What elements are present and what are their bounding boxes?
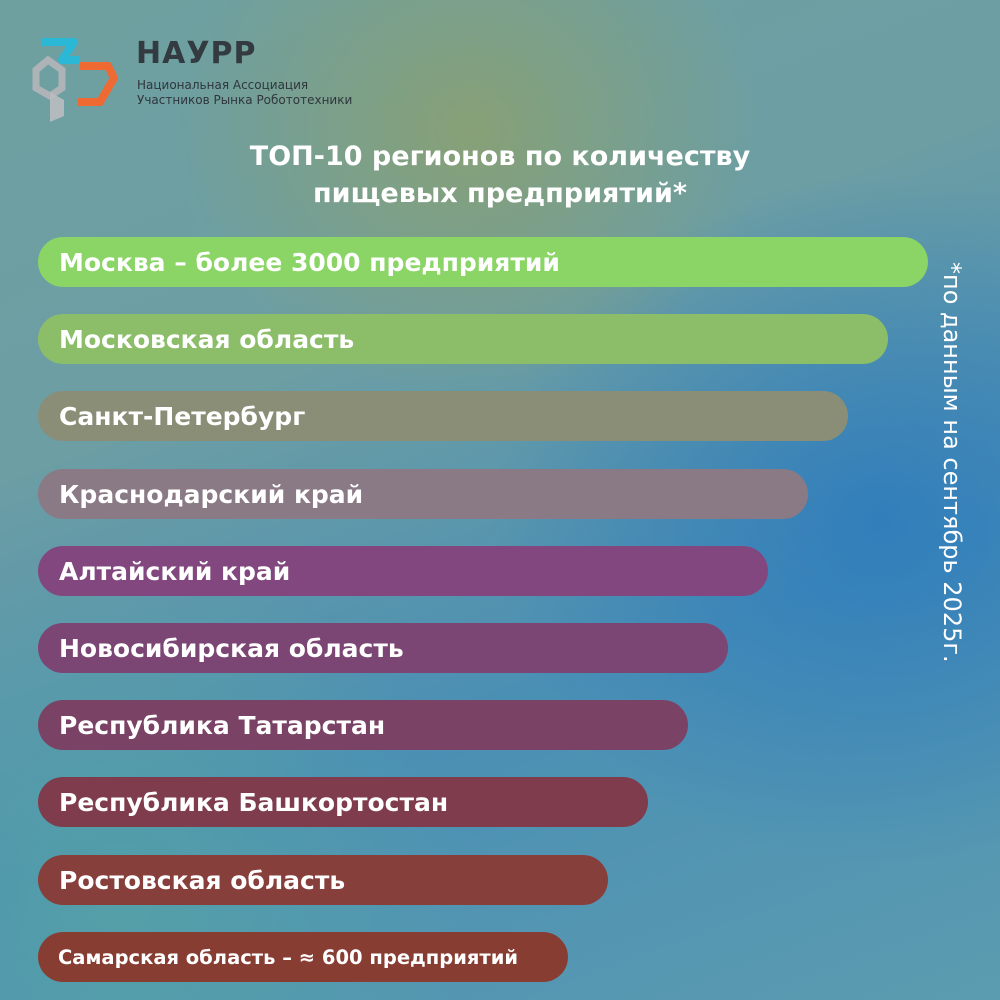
- bar-1: Москва – более 3000 предприятий: [38, 237, 928, 287]
- bar-8: Республика Башкортостан: [38, 777, 648, 827]
- brand-name: НАУРР: [136, 36, 257, 71]
- bar-label: Краснодарский край: [59, 479, 364, 509]
- bar-5: Алтайский край: [38, 546, 768, 596]
- bar-3: Санкт-Петербург: [38, 391, 848, 441]
- bar-7: Республика Татарстан: [38, 700, 688, 750]
- bar-label: Самарская область – ≈ 600 предприятий: [58, 945, 519, 969]
- naurr-logo: [32, 38, 118, 122]
- bar-9: Ростовская область: [38, 855, 608, 905]
- logo-teal-shape: [42, 38, 80, 64]
- bar-label: Новосибирская область: [59, 633, 404, 663]
- bar-2: Московская область: [38, 314, 888, 364]
- chart-title-line1: ТОП-10 регионов по количеству: [249, 141, 751, 172]
- bar-label: Москва – более 3000 предприятий: [59, 247, 560, 277]
- data-source-note: *по данным на сентябрь 2025г.: [938, 262, 966, 663]
- bar-label: Ростовская область: [59, 865, 346, 895]
- bar-10: Самарская область – ≈ 600 предприятий: [38, 932, 568, 982]
- bar-label: Санкт-Петербург: [59, 401, 306, 431]
- brand-subtitle-line2: Участников Рынка Робототехники: [137, 93, 353, 107]
- brand-subtitle: Национальная Ассоциация Участников Рынка…: [137, 78, 352, 108]
- bar-6: Новосибирская область: [38, 623, 728, 673]
- brand-subtitle-line1: Национальная Ассоциация: [137, 78, 309, 92]
- bar-label: Московская область: [59, 324, 355, 354]
- logo-orange-shape: [78, 62, 118, 106]
- bar-4: Краснодарский край: [38, 469, 808, 519]
- logo-gray-shape: [32, 55, 66, 101]
- chart-title: ТОП-10 регионов по количеству пищевых пр…: [0, 138, 1000, 212]
- bar-label: Республика Башкортостан: [59, 787, 449, 817]
- chart-title-line2: пищевых предприятий*: [313, 178, 687, 209]
- bar-label: Республика Татарстан: [59, 710, 386, 740]
- logo-gray-shape-lower: [50, 92, 64, 122]
- bar-label: Алтайский край: [59, 556, 291, 586]
